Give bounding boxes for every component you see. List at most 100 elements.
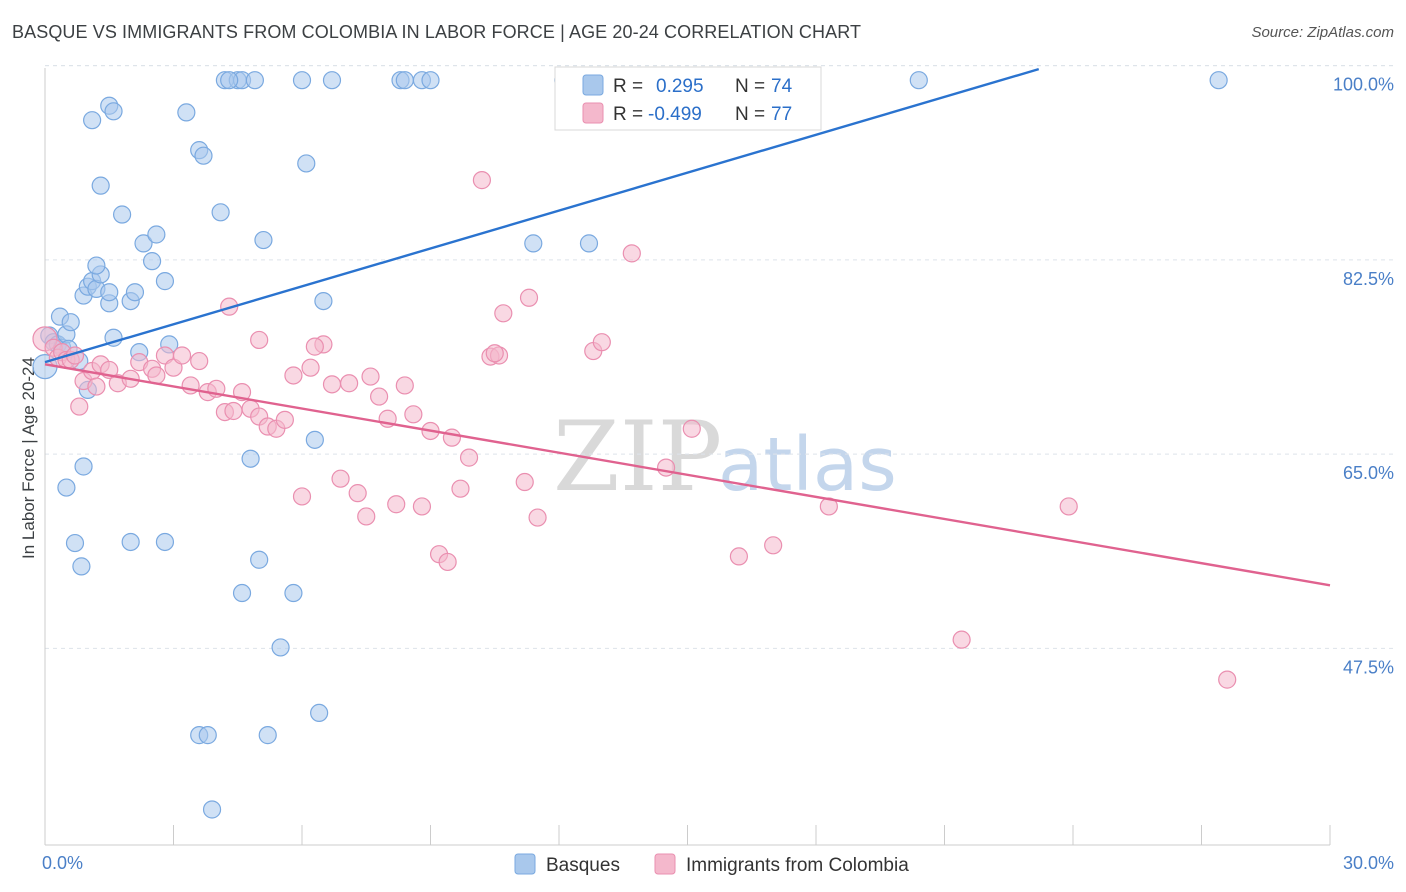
bottom-legend-swatch-basques <box>514 853 536 875</box>
basques-point-26 <box>100 283 119 302</box>
colombia-point-63 <box>592 333 611 352</box>
colombia-point-75 <box>485 344 504 363</box>
y-axis-label: In Labor Force | Age 20-24 <box>19 357 38 559</box>
basques-point-60 <box>310 703 329 723</box>
colombia-point-66 <box>729 547 749 566</box>
colombia-point-70 <box>1059 497 1078 516</box>
chart-source: Source: ZipAtlas.com <box>1251 24 1394 41</box>
basques-point-37 <box>155 532 175 552</box>
colombia-point-71 <box>1218 670 1237 689</box>
colombia-point-48 <box>412 497 432 516</box>
basques-point-38 <box>177 103 196 122</box>
trend-lines <box>44 67 1331 587</box>
x-tick-labels: 0.0% 30.0% <box>42 853 1394 873</box>
colombia-point-37 <box>322 375 342 394</box>
series-colombia-points <box>32 171 1237 689</box>
x-tick-label-min: 0.0% <box>42 853 83 873</box>
basques-point-64 <box>421 71 440 90</box>
basques-point-23 <box>104 102 123 121</box>
trend-line-colombia <box>44 363 1331 587</box>
colombia-point-11 <box>70 397 89 416</box>
colombia-point-58 <box>494 304 513 323</box>
y-tick-label-3: 100.0% <box>1333 75 1394 95</box>
basques-point-36 <box>121 532 140 552</box>
basques-point-34 <box>155 272 175 291</box>
basques-point-69 <box>909 71 928 90</box>
basques-point-17 <box>72 557 91 576</box>
colombia-point-34 <box>292 487 312 506</box>
basques-point-19 <box>57 478 76 497</box>
basques-point-55 <box>202 800 222 819</box>
colombia-point-22 <box>190 351 209 371</box>
colombia-point-53 <box>451 479 470 498</box>
colombia-point-73 <box>250 330 269 350</box>
basques-point-24 <box>112 205 132 224</box>
legend-n-value-2: 77 <box>771 104 792 125</box>
basques-point-73 <box>220 71 239 90</box>
basques-point-70 <box>1209 71 1228 90</box>
colombia-point-51 <box>438 552 457 572</box>
basques-point-8 <box>61 313 80 332</box>
basques-point-67 <box>579 234 599 253</box>
colombia-point-74 <box>305 337 324 356</box>
colombia-point-43 <box>370 387 389 406</box>
x-tick-label-max: 30.0% <box>1343 853 1394 873</box>
y-tick-labels: 47.5% 65.0% 82.5% 100.0% <box>1333 75 1394 678</box>
basques-point-57 <box>297 154 316 173</box>
basques-point-51 <box>284 583 303 603</box>
basques-point-21 <box>91 176 110 195</box>
basques-point-48 <box>250 550 269 569</box>
colombia-point-64 <box>656 458 676 477</box>
basques-point-58 <box>305 430 324 449</box>
series-legend: Basques Immigrants from Colombia <box>514 853 909 876</box>
colombia-point-65 <box>682 419 701 438</box>
colombia-point-26 <box>224 401 243 421</box>
basques-point-16 <box>74 457 93 476</box>
legend-r-value-1: 0.295 <box>656 76 704 97</box>
correlation-legend: R = 0.295 N = 74 R = -0.499 N = 77 <box>554 66 822 131</box>
basques-point-29 <box>125 283 145 302</box>
basques-point-32 <box>142 252 162 271</box>
basques-point-40 <box>194 146 213 165</box>
colombia-point-41 <box>357 507 376 526</box>
colombia-point-61 <box>515 472 534 492</box>
basques-point-72 <box>322 71 342 90</box>
basques-point-62 <box>395 71 414 90</box>
basques-point-65 <box>524 234 543 253</box>
trend-line-basques <box>44 67 1040 364</box>
legend-n-value-1: 74 <box>771 76 793 97</box>
colombia-point-33 <box>284 366 303 385</box>
y-tick-label-2: 82.5% <box>1343 269 1394 289</box>
colombia-point-54 <box>459 448 479 467</box>
basques-point-46 <box>254 230 273 250</box>
bottom-legend-swatch-colombia <box>654 853 676 875</box>
legend-r-label-1: R = <box>613 76 643 97</box>
y-tick-label-0: 47.5% <box>1343 657 1394 677</box>
chart-title: BASQUE VS IMMIGRANTS FROM COLOMBIA IN LA… <box>12 22 862 42</box>
colombia-point-45 <box>387 495 406 514</box>
basques-point-45 <box>245 71 264 90</box>
basques-point-50 <box>271 638 290 657</box>
colombia-point-32 <box>275 410 294 429</box>
basques-point-41 <box>211 203 230 222</box>
colombia-point-52 <box>442 428 462 447</box>
legend-swatch-colombia <box>582 102 604 124</box>
y-tick-label-1: 65.0% <box>1343 463 1394 483</box>
colombia-point-67 <box>764 536 783 555</box>
colombia-point-35 <box>301 358 320 377</box>
colombia-point-39 <box>340 374 359 393</box>
axes <box>44 68 1331 846</box>
colombia-point-42 <box>361 367 380 386</box>
bottom-legend-label-basques: Basques <box>546 855 620 876</box>
basques-point-54 <box>198 726 217 745</box>
legend-swatch-basques <box>582 74 604 96</box>
legend-r-value-2: -0.499 <box>648 104 702 125</box>
colombia-point-76 <box>622 244 641 263</box>
basques-point-71 <box>83 111 102 130</box>
watermark-atlas: atlas <box>718 422 897 508</box>
colombia-point-20 <box>172 346 192 365</box>
colombia-point-60 <box>528 508 547 527</box>
colombia-point-40 <box>348 484 367 503</box>
colombia-point-47 <box>404 405 423 424</box>
basques-point-49 <box>232 583 252 603</box>
